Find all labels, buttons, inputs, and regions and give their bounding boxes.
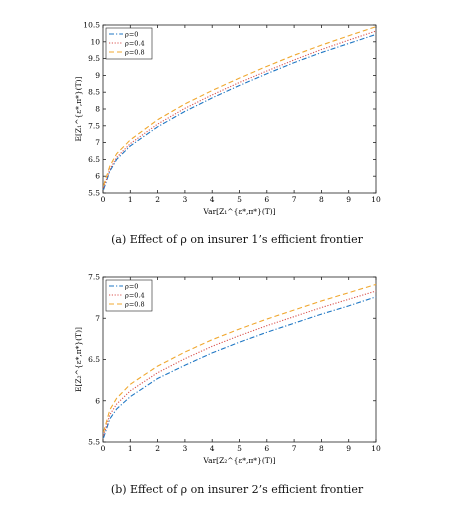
x-tick-label: 9 bbox=[346, 444, 351, 453]
y-tick-label: 7 bbox=[95, 314, 100, 323]
x-tick-label: 1 bbox=[128, 195, 133, 204]
caption-b: (b) Effect of ρ on insurer 2’s efficient… bbox=[110, 483, 364, 496]
x-tick-label: 8 bbox=[319, 444, 324, 453]
y-tick-label: 7 bbox=[95, 138, 100, 147]
x-tick-label: 9 bbox=[346, 195, 351, 204]
y-tick-label: 5.5 bbox=[88, 189, 100, 198]
y-tick-label: 9.5 bbox=[88, 54, 100, 63]
legend-label-2: ρ=0.4 bbox=[125, 292, 145, 300]
y-tick-label: 8.5 bbox=[88, 88, 100, 97]
x-tick-label: 7 bbox=[292, 444, 297, 453]
y-tick-label: 10 bbox=[90, 37, 100, 46]
chart-insurer-1: 0 1 2 3 4 5 6 7 8 9 10 5.5 6 6.5 7 7.5 8 8.5 9 9.5 10 10.5 Var… bbox=[74, 21, 381, 217]
x-axis-label: Var[Z₂^{ε*,π*}(T)] bbox=[202, 456, 275, 465]
legend-box bbox=[105, 27, 153, 60]
x-tick-label: 0 bbox=[101, 444, 106, 453]
y-tick-label: 7.5 bbox=[88, 121, 100, 130]
y-tick-label: 6.5 bbox=[88, 155, 100, 164]
x-tick-label: 2 bbox=[155, 444, 160, 453]
legend-label-1: ρ=0 bbox=[125, 283, 138, 291]
y-tick-label: 7.5 bbox=[88, 273, 100, 282]
chart-insurer-2: 0 1 2 3 4 5 6 7 8 9 10 5.5 6 6.5 7 7.5 Var[Z₂^{ε*,π*}(T)… bbox=[74, 273, 381, 466]
x-tick-label: 5 bbox=[237, 195, 242, 204]
legend-box bbox=[105, 279, 153, 312]
x-tick-label: 3 bbox=[183, 444, 188, 453]
y-axis-label: E[Z₂^{ε*,π*}(T)] bbox=[74, 327, 83, 392]
x-tick-label: 6 bbox=[264, 195, 269, 204]
legend-label-3: ρ=0.8 bbox=[125, 49, 145, 57]
series-line-2 bbox=[103, 290, 377, 436]
x-tick-label: 2 bbox=[155, 195, 160, 204]
series-line-1 bbox=[103, 296, 377, 439]
y-tick-label: 10.5 bbox=[83, 21, 100, 30]
y-tick-label: 8 bbox=[95, 105, 100, 114]
x-tick-label: 8 bbox=[319, 195, 324, 204]
x-tick-label: 7 bbox=[292, 195, 297, 204]
y-tick-label: 5.5 bbox=[88, 438, 100, 447]
series-line-3 bbox=[103, 26, 377, 186]
x-tick-label: 1 bbox=[128, 444, 133, 453]
caption-a: (a) Effect of ρ on insurer 1’s efficient… bbox=[111, 233, 363, 246]
x-tick-label: 3 bbox=[183, 195, 188, 204]
x-tick-label: 4 bbox=[210, 444, 215, 453]
y-tick-label: 6.5 bbox=[88, 355, 100, 364]
x-tick-label: 4 bbox=[210, 195, 215, 204]
x-axis-label: Var[Z₁^{ε*,π*}(T)] bbox=[202, 207, 275, 216]
y-tick-label: 9 bbox=[95, 71, 100, 80]
x-tick-label: 5 bbox=[237, 444, 242, 453]
series-line-2 bbox=[103, 30, 377, 189]
y-axis-label: E[Z₁^{ε*,π*}(T)] bbox=[74, 76, 83, 141]
x-tick-label: 10 bbox=[371, 444, 381, 453]
x-tick-label: 6 bbox=[264, 444, 269, 453]
series-line-3 bbox=[103, 283, 377, 433]
y-tick-label: 6 bbox=[95, 396, 100, 405]
x-tick-label: 10 bbox=[371, 195, 381, 204]
legend-label-2: ρ=0.4 bbox=[125, 40, 145, 48]
legend-label-1: ρ=0 bbox=[125, 31, 138, 39]
y-tick-label: 6 bbox=[95, 172, 100, 181]
x-tick-label: 0 bbox=[101, 195, 106, 204]
series-line-1 bbox=[103, 33, 377, 190]
legend-label-3: ρ=0.8 bbox=[125, 301, 145, 309]
